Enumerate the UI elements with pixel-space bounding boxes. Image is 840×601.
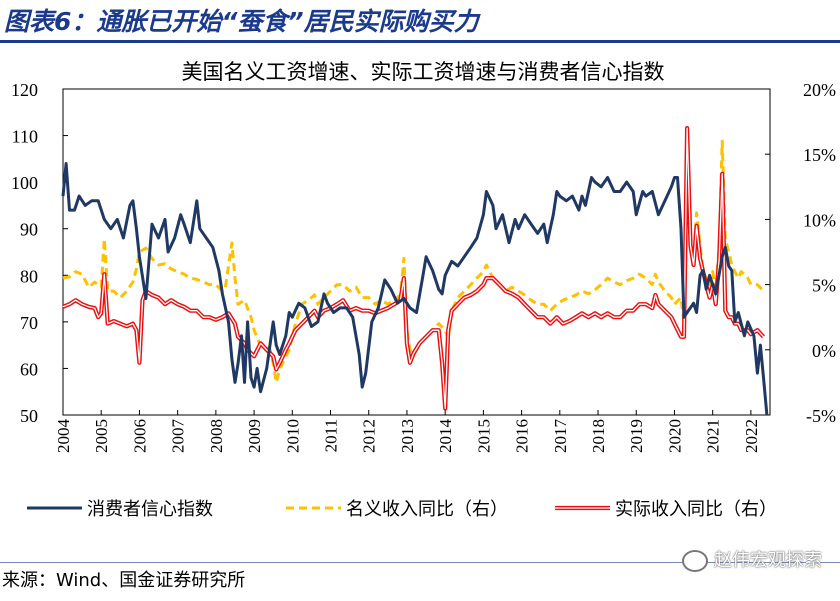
x-tick-label: 2020	[665, 419, 684, 453]
x-tick-label: 2011	[322, 419, 341, 452]
chart: 美国名义工资增速、实际工资增速与消费者信心指数 50 60 70 80 90 100 110…	[11, 60, 836, 520]
wechat-icon	[682, 550, 708, 572]
x-tick-label: 2018	[589, 419, 608, 453]
legend: 消费者信心指数 名义收入同比（右） 实际收入同比（右）	[27, 499, 777, 520]
right-tick-label: 10%	[803, 210, 836, 230]
right-tick-label: -5%	[806, 406, 836, 426]
watermark: 赵伟宏观探索	[682, 546, 822, 572]
watermark-text: 赵伟宏观探索	[714, 550, 822, 571]
x-tick-label: 2022	[742, 419, 761, 453]
x-tick-label: 2007	[169, 419, 188, 454]
x-tick-label: 2016	[513, 419, 532, 453]
x-tick-label: 2005	[92, 419, 111, 453]
right-tick-label: 15%	[803, 145, 836, 165]
x-tick-label: 2009	[245, 419, 264, 453]
source-note: 来源：Wind、国金证券研究所	[2, 570, 246, 591]
legend-label: 实际收入同比（右）	[615, 499, 777, 520]
x-tick-label: 2021	[704, 419, 723, 453]
series-real-income-line	[62, 126, 766, 411]
left-tick-label: 60	[20, 359, 38, 379]
right-axis: -5% 0% 5% 10% 15% 20%	[765, 80, 836, 426]
series-real-income-inner	[62, 127, 764, 410]
right-tick-label: 20%	[803, 80, 836, 100]
legend-label: 消费者信心指数	[87, 499, 213, 520]
bottom-divider	[0, 562, 840, 563]
legend-label: 名义收入同比（右）	[346, 499, 508, 520]
right-tick-label: 5%	[812, 276, 836, 296]
x-tick-label: 2010	[283, 419, 302, 453]
title-divider	[0, 40, 840, 43]
x-tick-label: 2017	[551, 419, 570, 454]
left-tick-label: 80	[20, 266, 38, 286]
left-tick-label: 100	[11, 173, 38, 193]
right-tick-label: 0%	[812, 341, 836, 361]
x-tick-label: 2004	[54, 419, 73, 454]
left-tick-label: 70	[20, 313, 38, 333]
left-tick-label: 50	[20, 406, 38, 426]
x-axis: 2004 2005 2006 2007 2008 2009 2010 2011 2012 2013…	[54, 410, 761, 453]
left-tick-label: 110	[12, 127, 38, 147]
figure-title: 图表6：通胀已开始“蚕食”居民实际购买力	[4, 7, 479, 36]
x-tick-label: 2015	[474, 419, 493, 453]
series-nominal-income-line	[62, 126, 765, 384]
left-axis: 50 60 70 80 90 100 110 120	[11, 80, 68, 426]
x-tick-label: 2019	[627, 419, 646, 453]
x-tick-label: 2006	[130, 419, 149, 453]
plot-frame	[62, 88, 771, 416]
series-layer	[61, 126, 769, 416]
left-tick-label: 120	[11, 80, 38, 100]
left-tick-label: 90	[20, 220, 38, 240]
x-tick-label: 2008	[207, 419, 226, 453]
x-tick-label: 2014	[436, 419, 455, 454]
x-tick-label: 2013	[398, 419, 417, 453]
chart-title: 美国名义工资增速、实际工资增速与消费者信心指数	[182, 60, 665, 84]
x-tick-label: 2012	[360, 419, 379, 453]
series-consumer-confidence-line	[61, 162, 769, 416]
